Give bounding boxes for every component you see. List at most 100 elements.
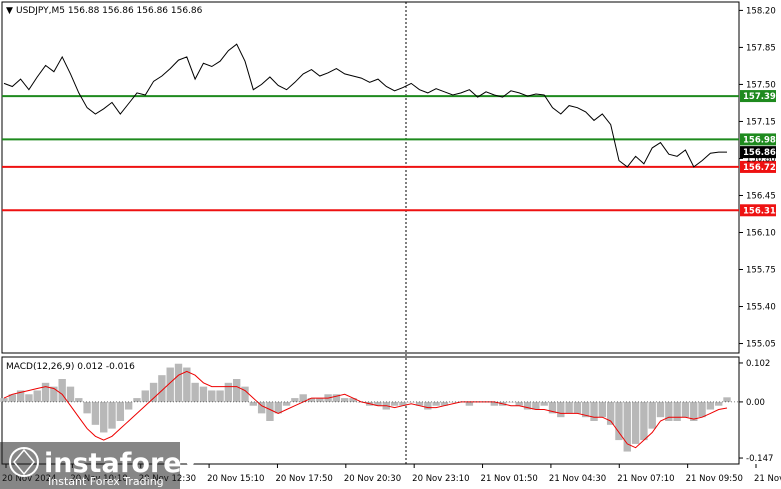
macd-bar [623, 401, 631, 452]
macd-bar [16, 390, 25, 402]
macd-bar [133, 398, 141, 402]
watermark-tagline: Instant Forex Trading [48, 475, 164, 488]
macd-bar [631, 401, 640, 444]
current-price-tag [740, 146, 776, 159]
level-label-1: 156.98 [743, 135, 776, 145]
macd-bar [706, 401, 715, 410]
macd-bar [299, 394, 307, 402]
macd-bar [33, 390, 41, 402]
macd-bar [665, 401, 673, 421]
macd-bar [656, 401, 665, 418]
macd-bar [548, 401, 557, 414]
macd-bar [274, 401, 282, 414]
macd-bar [465, 401, 474, 406]
macd-bar [598, 401, 607, 418]
macd-bar [191, 382, 199, 402]
macd-bar [58, 379, 66, 402]
macd-bar [390, 401, 399, 406]
price-tick-label-8: 155.40 [746, 303, 776, 313]
macd-bar [183, 367, 191, 402]
macd-bar [557, 401, 565, 418]
macd-bar [424, 401, 432, 410]
macd-bar [523, 401, 532, 410]
macd-title: MACD(12,26,9) 0.012 -0.016 [6, 362, 135, 372]
macd-bar [291, 398, 299, 402]
price-tick-label-9: 155.05 [746, 340, 776, 350]
macd-bar [66, 386, 75, 402]
macd-bar [573, 401, 582, 414]
macd-bar [374, 401, 382, 406]
macd-bar [141, 390, 149, 402]
macd-bar [282, 401, 291, 406]
macd-bar [0, 398, 8, 402]
macd-bar [25, 394, 33, 402]
macd-bar [174, 363, 183, 402]
level-tag-1 [740, 133, 776, 146]
macd-bar [158, 375, 166, 402]
instaforex-logo-icon [9, 447, 39, 477]
price-tick-label-1: 157.85 [746, 43, 776, 53]
macd-bar [540, 401, 548, 406]
level-tag-3 [740, 204, 776, 217]
macd-bar [714, 401, 723, 406]
macd-tick-label-0: 0.102 [746, 359, 770, 369]
chart-title: USDJPY,M5 156.88 156.86 156.86 156.86 [16, 6, 203, 16]
macd-bar [640, 401, 648, 441]
current-price-label: 156.86 [743, 148, 776, 158]
macd-bar [507, 401, 515, 403]
macd-bar [515, 401, 523, 406]
macd-bar [415, 401, 424, 406]
time-tick-label-11: 21 Nov 12:30 [754, 474, 781, 484]
price-tick-label-7: 155.75 [746, 266, 776, 276]
macd-bar [399, 401, 407, 406]
macd-bar [490, 401, 499, 406]
macd-bar [41, 382, 50, 402]
macd-signal-line [3, 370, 728, 449]
time-tick-label-3: 20 Nov 15:10 [207, 474, 264, 484]
macd-bar [432, 401, 440, 406]
macd-axis: 0.102 0.00 -0.147 [739, 359, 773, 464]
macd-bar [565, 401, 573, 414]
macd-bar [332, 394, 341, 402]
price-series-line [3, 43, 727, 168]
level-label-2: 156.72 [743, 163, 776, 173]
level-tag-0 [740, 90, 776, 103]
macd-bar [8, 394, 17, 402]
macd-bar [316, 398, 324, 402]
watermark-brand: instaforex [44, 448, 199, 479]
macd-bar [50, 386, 58, 402]
macd-tick-label-1: 0.00 [746, 398, 765, 408]
price-axis: 158.20 157.85 157.50 157.15 156.80 156.45 156.… [739, 6, 776, 350]
price-levels: 157.39 156.98 156.72 156.31 [2, 90, 776, 217]
macd-bar [532, 401, 540, 410]
macd-bar [698, 401, 706, 418]
price-tick-label-6: 156.10 [746, 228, 776, 238]
macd-bar [606, 401, 615, 425]
macd-bar [100, 401, 108, 433]
macd-bar [341, 398, 349, 402]
price-tick-label-3: 157.15 [746, 117, 776, 127]
level-label-0: 157.39 [743, 92, 776, 102]
price-tick-label-5: 156.45 [746, 191, 776, 201]
macd-bar [690, 401, 698, 421]
macd-bar [241, 386, 249, 402]
time-tick-label-5: 20 Nov 20:30 [344, 474, 401, 484]
macd-bar [257, 401, 266, 414]
macd-bar [166, 367, 174, 402]
macd-bar [615, 401, 623, 441]
macd-bar [590, 401, 598, 421]
time-tick-label-7: 21 Nov 01:50 [481, 474, 538, 484]
macd-bar [249, 401, 258, 406]
macd-bar [75, 398, 83, 402]
macd-bar [216, 390, 224, 402]
macd-bar [124, 401, 133, 410]
time-tick-label-9: 21 Nov 07:10 [617, 474, 674, 484]
price-tick-label-2: 157.50 [746, 80, 776, 90]
level-tag-2 [740, 160, 776, 173]
macd-bar [83, 401, 91, 414]
macd-bar [582, 401, 590, 418]
macd-bar [232, 379, 241, 402]
macd-tick-label-2: -0.147 [746, 454, 773, 464]
macd-bar [116, 401, 125, 421]
